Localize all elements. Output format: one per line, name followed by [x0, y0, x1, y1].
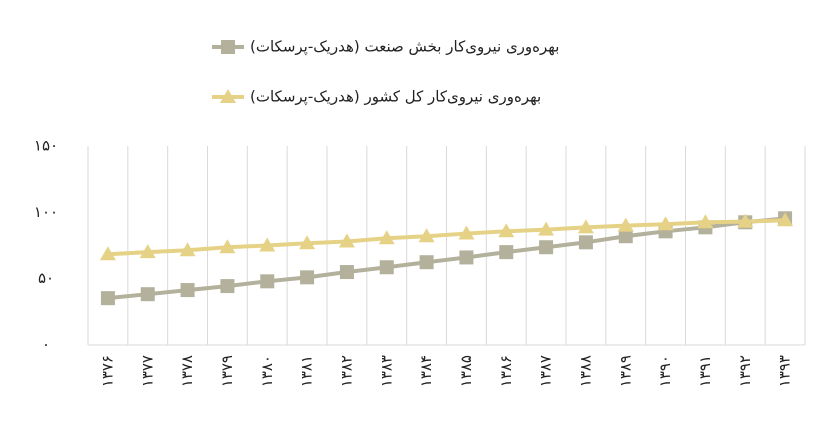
x-tick-label: ۱۳۷۹ [218, 355, 236, 387]
point-marker [418, 228, 435, 243]
point-marker [577, 219, 594, 234]
x-tick-label: ۱۳۸۳ [377, 355, 395, 387]
point-marker [459, 250, 474, 265]
y-tick-label: ۵۰ [38, 269, 54, 287]
x-tick-label: ۱۳۸۸ [576, 355, 594, 387]
point-marker [299, 235, 316, 250]
point-marker [697, 214, 714, 229]
x-tick-label: ۱۳۸۷ [537, 355, 555, 387]
x-tick-label: ۱۳۷۸ [178, 355, 196, 387]
point-marker [737, 213, 754, 228]
point-marker [219, 239, 236, 254]
point-marker [618, 229, 633, 244]
point-marker [260, 274, 275, 289]
x-tick-label: ۱۳۸۱ [298, 355, 316, 387]
point-marker [777, 212, 794, 227]
legend-label: بهره‌وری نیروی‌کار کل کشور (هدریک-پرسکات… [250, 88, 541, 107]
series-line [107, 218, 786, 257]
x-tick-label: ۱۳۸۰ [258, 355, 276, 387]
x-tick-label: ۱۳۸۶ [497, 355, 515, 387]
x-tick-label: ۱۳۸۵ [457, 355, 475, 387]
point-marker [300, 270, 315, 285]
point-marker [578, 235, 593, 250]
y-tick-label: ۱۵۰ [34, 137, 58, 155]
point-marker [499, 245, 514, 260]
point-marker [139, 244, 156, 259]
x-tick-label: ۱۳۸۲ [337, 355, 355, 387]
point-marker [140, 287, 155, 302]
legend-label: بهره‌وری نیروی‌کار بخش صنعت (هدریک-پرسکا… [250, 38, 559, 57]
y-tick-label: ۰ [42, 336, 50, 354]
x-tick-label: ۱۳۷۷ [138, 355, 156, 387]
x-tick-label: ۱۳۹۳ [776, 355, 794, 387]
x-tick-label: ۱۳۸۴ [417, 355, 435, 387]
point-marker [339, 265, 354, 280]
x-tick-label: ۱۳۹۱ [696, 355, 714, 387]
point-marker [458, 225, 475, 240]
point-marker [338, 233, 355, 248]
point-marker [100, 291, 115, 306]
point-marker [378, 230, 395, 245]
point-marker [179, 242, 196, 257]
point-marker [99, 246, 116, 261]
point-marker [220, 279, 235, 294]
x-tick-label: ۱۳۹۲ [736, 355, 754, 387]
point-marker [379, 260, 394, 275]
point-marker [419, 255, 434, 270]
x-tick-label: ۱۳۸۹ [616, 355, 634, 387]
x-tick-label: ۱۳۷۶ [98, 355, 116, 387]
point-marker [657, 216, 674, 231]
point-marker [259, 237, 276, 252]
x-tick-label: ۱۳۹۰ [656, 355, 674, 387]
point-marker [498, 223, 515, 238]
point-marker [539, 240, 554, 255]
point-marker [220, 89, 236, 103]
point-marker [180, 283, 195, 298]
y-tick-label: ۱۰۰ [34, 203, 58, 221]
point-marker [221, 40, 235, 54]
point-marker [617, 217, 634, 232]
point-marker [538, 221, 555, 236]
